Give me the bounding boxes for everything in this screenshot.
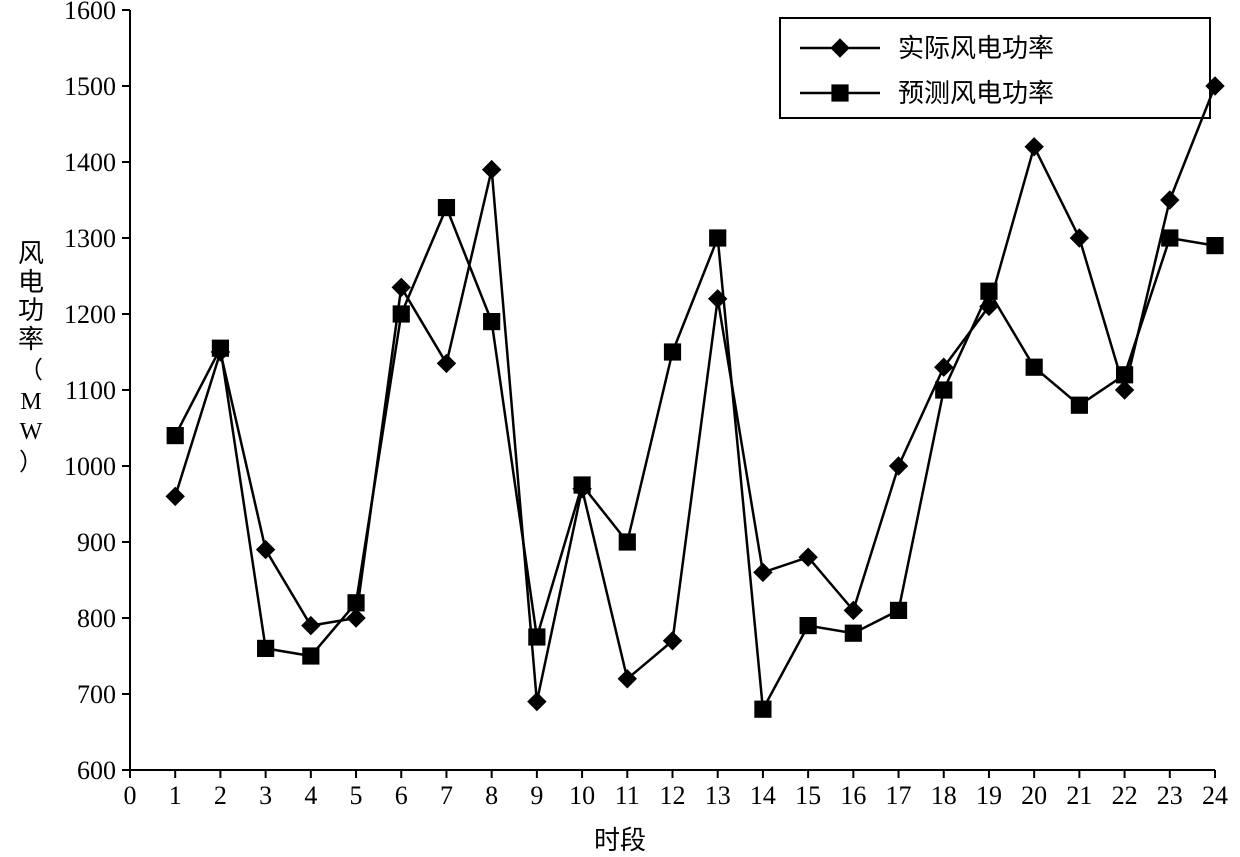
- y-tick-label: 600: [77, 756, 116, 785]
- x-tick-label: 22: [1112, 781, 1138, 810]
- y-tick-label: 1300: [64, 224, 116, 253]
- y-tick-label: 1500: [64, 72, 116, 101]
- y-tick-label: 800: [77, 604, 116, 633]
- x-tick-label: 5: [350, 781, 363, 810]
- x-tick-label: 8: [485, 781, 498, 810]
- x-tick-label: 19: [976, 781, 1002, 810]
- wind-power-chart: 风 电 功 率 （ M W ） 时段 600700800900100011001…: [0, 0, 1240, 853]
- y-tick-label: 1200: [64, 300, 116, 329]
- x-tick-label: 7: [440, 781, 453, 810]
- x-tick-label: 15: [795, 781, 821, 810]
- x-tick-label: 24: [1202, 781, 1228, 810]
- chart-svg: 6007008009001000110012001300140015001600…: [0, 0, 1240, 853]
- x-tick-label: 1: [169, 781, 182, 810]
- x-tick-label: 23: [1157, 781, 1183, 810]
- y-tick-label: 1400: [64, 148, 116, 177]
- x-tick-label: 20: [1021, 781, 1047, 810]
- x-tick-label: 13: [705, 781, 731, 810]
- series-1: [167, 200, 1223, 718]
- x-tick-label: 17: [886, 781, 912, 810]
- x-tick-label: 4: [304, 781, 317, 810]
- x-tick-label: 0: [124, 781, 137, 810]
- legend: 实际风电功率预测风电功率: [780, 18, 1210, 118]
- x-tick-label: 21: [1066, 781, 1092, 810]
- x-tick-label: 3: [259, 781, 272, 810]
- y-tick-label: 900: [77, 528, 116, 557]
- y-tick-label: 1000: [64, 452, 116, 481]
- x-tick-label: 12: [660, 781, 686, 810]
- x-tick-label: 6: [395, 781, 408, 810]
- x-tick-label: 18: [931, 781, 957, 810]
- x-tick-label: 2: [214, 781, 227, 810]
- x-tick-label: 10: [569, 781, 595, 810]
- x-tick-label: 16: [840, 781, 866, 810]
- legend-label: 预测风电功率: [898, 79, 1054, 108]
- x-tick-label: 11: [615, 781, 640, 810]
- legend-label: 实际风电功率: [898, 34, 1054, 63]
- y-tick-label: 1600: [64, 0, 116, 25]
- y-tick-label: 700: [77, 680, 116, 709]
- x-tick-label: 14: [750, 781, 776, 810]
- y-tick-label: 1100: [65, 376, 116, 405]
- x-tick-label: 9: [530, 781, 543, 810]
